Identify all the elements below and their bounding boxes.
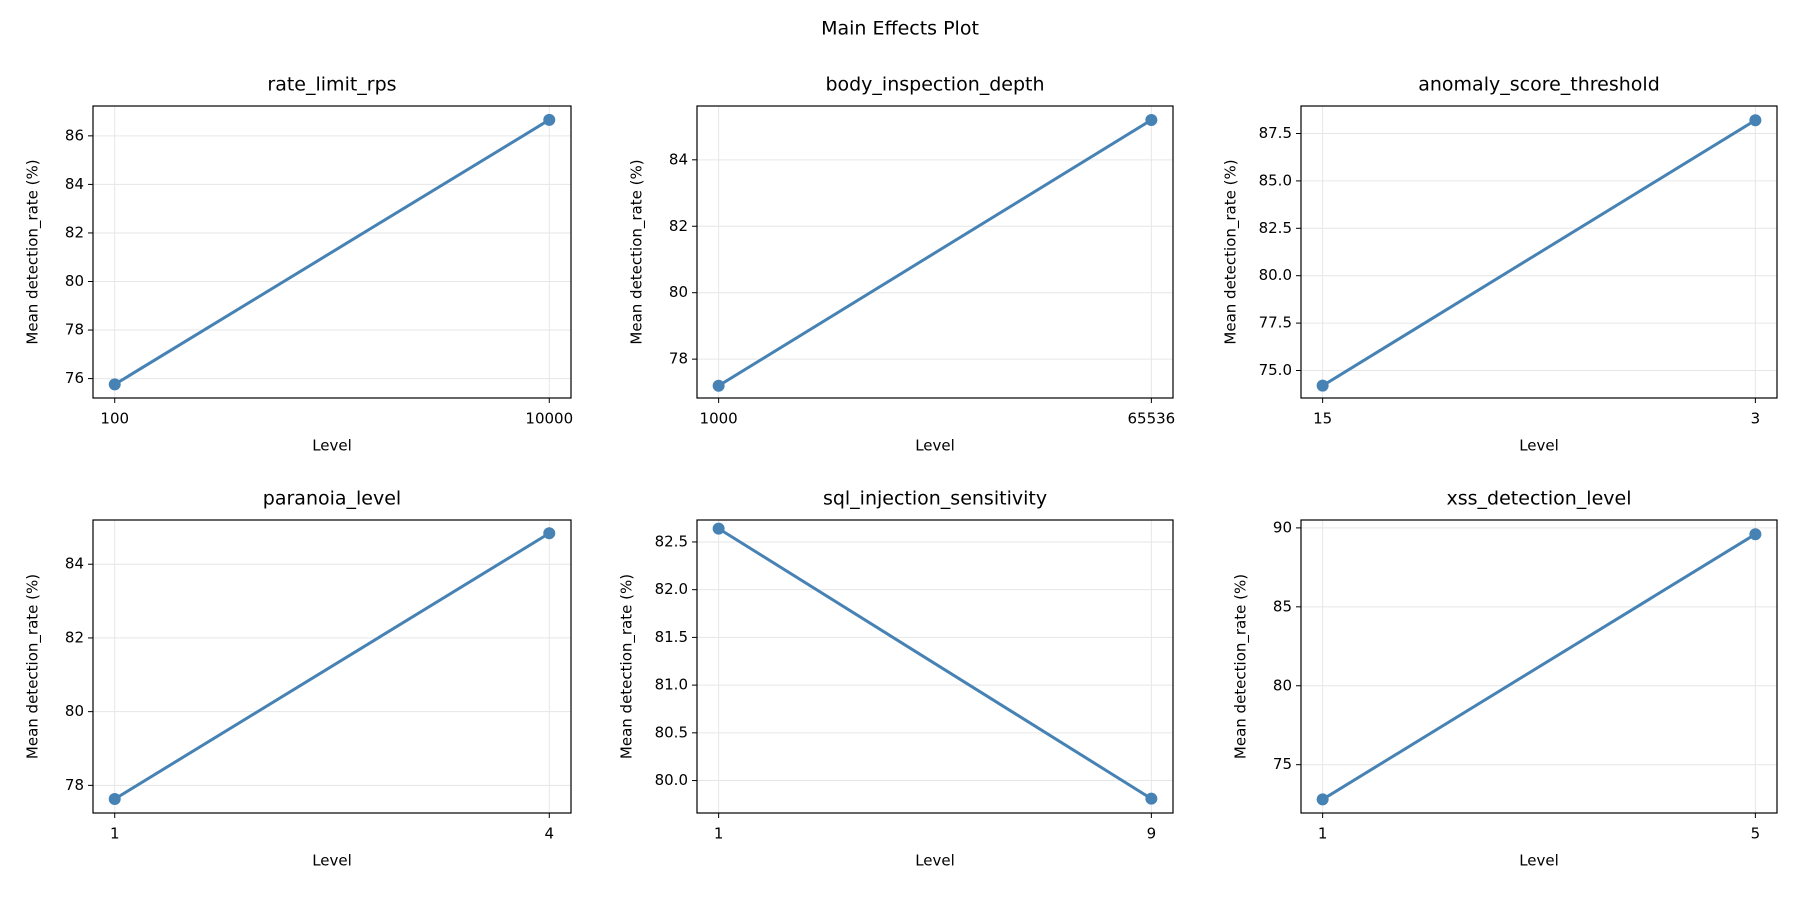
y-tick-label: 80.0 [655,771,688,789]
y-tick-label: 81.5 [655,628,688,646]
y-tick-label: 80 [65,272,84,290]
y-tick-label: 84 [65,175,84,193]
y-tick-label: 84 [65,555,84,573]
y-tick-label: 82.5 [1259,219,1292,237]
plot-frame [92,105,572,399]
series-line [717,118,1153,387]
y-tick-label: 85.0 [1259,171,1292,189]
x-axis-label: Level [1519,437,1559,455]
x-tick-label: 15 [1313,410,1332,428]
x-tick-label: 10000 [525,410,573,428]
subplot-title: sql_injection_sensitivity [823,488,1047,510]
subplot: 80.0 80.5 81.0 81.5 82.0 82.5 1 9 sql_injection_… [618,488,1174,870]
plot-frame [92,519,572,814]
subplot-title: rate_limit_rps [267,74,396,96]
point [1145,113,1158,126]
y-tick-label: 75 [1273,755,1292,773]
y-tick-label: 80 [65,702,84,720]
subplot: 76 78 80 82 84 86 100 10000 rate_limit_rps Level M… [24,74,574,455]
x-axis-label: Level [312,437,352,455]
point [1145,792,1158,805]
x-tick-label: 1000 [700,410,738,428]
point [1316,793,1329,806]
x-tick-label: 3 [1751,410,1761,428]
point [1749,114,1762,127]
y-tick-label: 87.5 [1259,124,1292,142]
point [108,792,121,805]
y-tick-label: 84 [669,150,688,168]
y-tick-label: 86 [65,126,84,144]
y-tick-label: 78 [669,350,688,368]
subplot-title: anomaly_score_threshold [1418,74,1660,96]
series-line [113,531,551,801]
y-tick-label: 81.0 [655,676,688,694]
x-tick-label: 5 [1751,825,1761,843]
plot-frame [1300,519,1778,814]
x-tick-label: 1 [110,825,120,843]
point [108,378,121,391]
y-axis-label: Mean detection_rate (%) [1232,574,1251,759]
point [712,379,725,392]
x-tick-label: 4 [544,825,554,843]
figure-title: Main Effects Plot [821,18,979,40]
plot-frame [1300,105,1778,399]
point [543,113,556,126]
point [712,522,725,535]
x-tick-label: 9 [1147,825,1157,843]
y-tick-label: 85 [1273,597,1292,615]
subplot: 75 80 85 90 1 5 xss_detection_level Level Mean d… [1232,488,1778,870]
y-tick-label: 78 [65,776,84,794]
y-axis-label: Mean detection_rate (%) [24,574,43,759]
y-tick-label: 75.0 [1259,361,1292,379]
y-tick-label: 82.5 [655,532,688,550]
y-tick-label: 77.5 [1259,314,1292,332]
y-tick-label: 82 [65,223,84,241]
x-tick-label: 65536 [1128,410,1176,428]
y-tick-label: 80 [669,283,688,301]
y-axis-label: Mean detection_rate (%) [1222,159,1241,344]
y-tick-label: 80 [1273,676,1292,694]
subplot: 78 80 82 84 1000 65536 body_inspection_depth Le… [628,74,1176,455]
point [1316,379,1329,392]
subplot-title: body_inspection_depth [825,74,1044,96]
y-axis-label: Mean detection_rate (%) [24,159,43,344]
plot-frame [696,105,1174,399]
series-line [717,527,1153,800]
x-tick-label: 1 [1318,825,1328,843]
x-axis-label: Level [1519,852,1559,870]
plot-frame [696,519,1174,814]
series-line [113,118,551,386]
y-axis-label: Mean detection_rate (%) [618,574,637,759]
y-axis-label: Mean detection_rate (%) [628,159,647,344]
y-tick-label: 82 [669,217,688,235]
subplot: 75.0 77.5 80.0 82.5 85.0 87.5 15 3 anomaly_score… [1222,74,1778,455]
series-line [1321,532,1757,801]
x-tick-label: 100 [100,410,129,428]
x-axis-label: Level [312,852,352,870]
y-tick-label: 82 [65,628,84,646]
series-line [1321,118,1757,387]
y-tick-label: 80.0 [1259,266,1292,284]
subplot-title: paranoia_level [263,488,401,510]
y-tick-label: 78 [65,321,84,339]
y-tick-label: 76 [65,369,84,387]
subplot-title: xss_detection_level [1447,488,1632,510]
x-axis-label: Level [915,437,955,455]
point [543,527,556,540]
subplot: 78 80 82 84 1 4 paranoia_level Level Mean detect… [24,488,572,870]
y-tick-label: 82.0 [655,580,688,598]
y-tick-label: 90 [1273,518,1292,536]
x-tick-label: 1 [714,825,724,843]
y-tick-label: 80.5 [655,723,688,741]
x-axis-label: Level [915,852,955,870]
point [1749,528,1762,541]
